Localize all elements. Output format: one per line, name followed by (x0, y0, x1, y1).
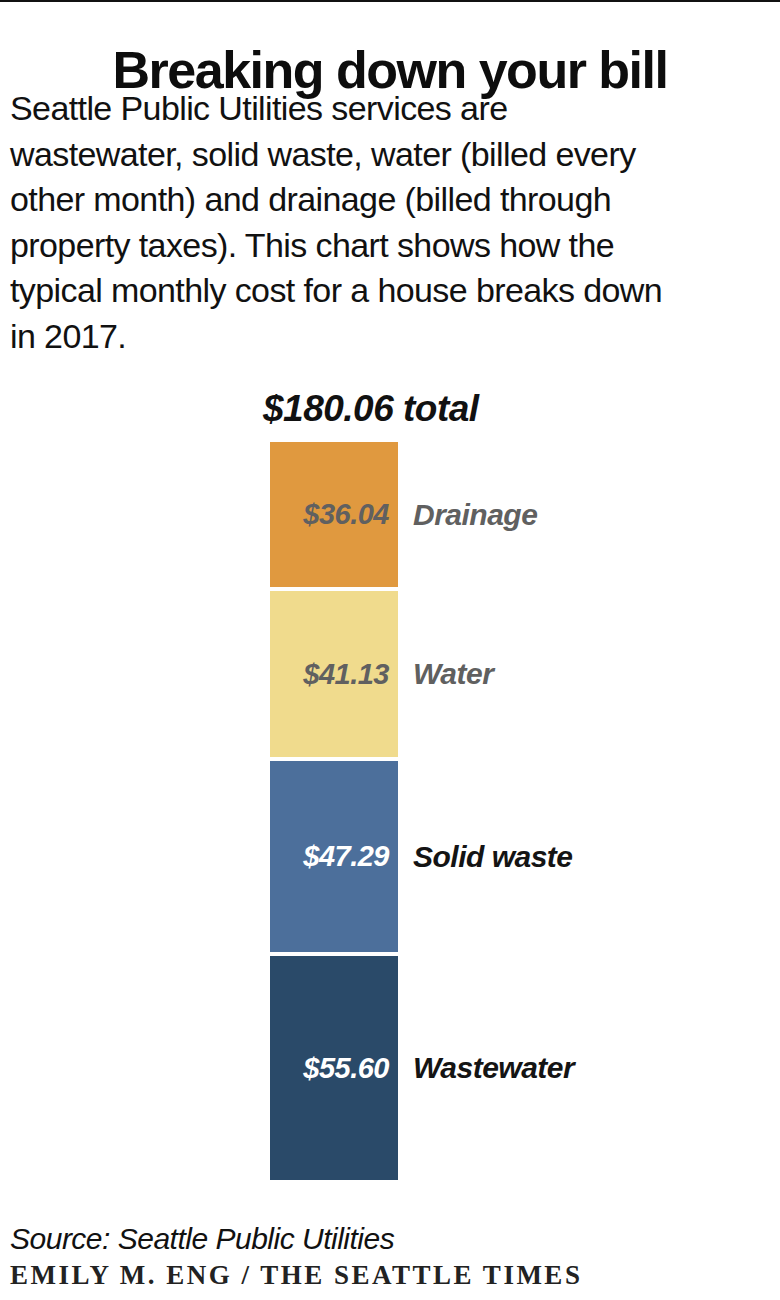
top-rule (0, 0, 780, 2)
segment-category-label: Water (413, 657, 493, 691)
intro-paragraph: Seattle Public Utilities services are wa… (10, 86, 772, 359)
bar-segment-water: $41.13 Water (270, 591, 780, 757)
credit-line: EMILY M. ENG / THE SEATTLE TIMES (10, 1260, 582, 1291)
intro-line: wastewater, solid waste, water (billed e… (10, 132, 772, 178)
source-line: Source: Seattle Public Utilities (10, 1222, 394, 1256)
intro-line: typical monthly cost for a house breaks … (10, 268, 772, 314)
bar-segment-fill: $55.60 (270, 956, 398, 1180)
chart-total-label: $180.06 total (263, 388, 479, 430)
segment-value-label: $36.04 (303, 498, 389, 531)
intro-line: Seattle Public Utilities services are (10, 86, 772, 132)
intro-line: in 2017. (10, 314, 772, 360)
segment-category-label: Solid waste (413, 840, 573, 874)
segment-value-label: $47.29 (303, 840, 389, 873)
bar-segment-solid-waste: $47.29 Solid waste (270, 761, 780, 952)
bar-segment-fill: $47.29 (270, 761, 398, 952)
bar-segment-fill: $41.13 (270, 591, 398, 757)
intro-line: property taxes). This chart shows how th… (10, 223, 772, 269)
segment-category-label: Wastewater (413, 1051, 574, 1085)
segment-value-label: $41.13 (303, 658, 389, 691)
bar-segment-drainage: $36.04 Drainage (270, 442, 780, 587)
intro-line: other month) and drainage (billed throug… (10, 177, 772, 223)
bar-segment-fill: $36.04 (270, 442, 398, 587)
bar-stack: $36.04 Drainage $41.13 Water $47.29 Solid was… (270, 442, 780, 1180)
infographic: Breaking down your bill Seattle Public U… (0, 0, 780, 1300)
segment-category-label: Drainage (413, 498, 537, 532)
segment-value-label: $55.60 (303, 1052, 389, 1085)
bar-segment-wastewater: $55.60 Wastewater (270, 956, 780, 1180)
